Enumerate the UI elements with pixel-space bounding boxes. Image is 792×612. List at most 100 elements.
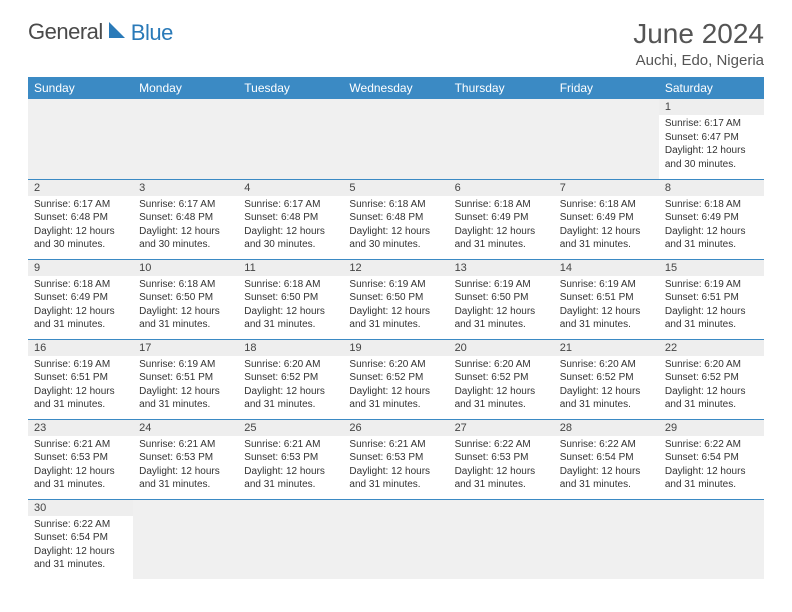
- day-number: 8: [659, 180, 764, 196]
- calendar-cell: 9Sunrise: 6:18 AMSunset: 6:49 PMDaylight…: [28, 259, 133, 339]
- day-number: 21: [554, 340, 659, 356]
- daylight-line: Daylight: 12 hours and 31 minutes.: [34, 305, 127, 332]
- day-number: 9: [28, 260, 133, 276]
- daylight-line: Daylight: 12 hours and 31 minutes.: [34, 465, 127, 492]
- sunrise-line: Sunrise: 6:22 AM: [665, 438, 758, 452]
- sunrise-line: Sunrise: 6:18 AM: [560, 198, 653, 212]
- sunrise-line: Sunrise: 6:19 AM: [560, 278, 653, 292]
- daylight-line: Daylight: 12 hours and 31 minutes.: [244, 385, 337, 412]
- sunset-line: Sunset: 6:54 PM: [665, 451, 758, 465]
- weekday-header: Sunday: [28, 77, 133, 99]
- sunrise-line: Sunrise: 6:22 AM: [455, 438, 548, 452]
- sunrise-line: Sunrise: 6:17 AM: [139, 198, 232, 212]
- day-number: 12: [343, 260, 448, 276]
- calendar-cell: [343, 99, 448, 179]
- calendar-cell: 7Sunrise: 6:18 AMSunset: 6:49 PMDaylight…: [554, 179, 659, 259]
- sunset-line: Sunset: 6:54 PM: [560, 451, 653, 465]
- calendar-cell: 1Sunrise: 6:17 AMSunset: 6:47 PMDaylight…: [659, 99, 764, 179]
- sunset-line: Sunset: 6:50 PM: [139, 291, 232, 305]
- sunrise-line: Sunrise: 6:21 AM: [34, 438, 127, 452]
- calendar-cell: 22Sunrise: 6:20 AMSunset: 6:52 PMDayligh…: [659, 339, 764, 419]
- sunset-line: Sunset: 6:51 PM: [34, 371, 127, 385]
- daylight-line: Daylight: 12 hours and 31 minutes.: [665, 465, 758, 492]
- day-details: Sunrise: 6:19 AMSunset: 6:51 PMDaylight:…: [659, 276, 764, 336]
- sunrise-line: Sunrise: 6:20 AM: [665, 358, 758, 372]
- day-number: 13: [449, 260, 554, 276]
- sunset-line: Sunset: 6:49 PM: [455, 211, 548, 225]
- title-block: June 2024 Auchi, Edo, Nigeria: [633, 18, 764, 69]
- day-number: 28: [554, 420, 659, 436]
- calendar-cell: 2Sunrise: 6:17 AMSunset: 6:48 PMDaylight…: [28, 179, 133, 259]
- sunrise-line: Sunrise: 6:17 AM: [34, 198, 127, 212]
- daylight-line: Daylight: 12 hours and 30 minutes.: [244, 225, 337, 252]
- sunrise-line: Sunrise: 6:21 AM: [244, 438, 337, 452]
- calendar-row: 2Sunrise: 6:17 AMSunset: 6:48 PMDaylight…: [28, 179, 764, 259]
- calendar-cell: 4Sunrise: 6:17 AMSunset: 6:48 PMDaylight…: [238, 179, 343, 259]
- day-number: 20: [449, 340, 554, 356]
- calendar-page: General Blue June 2024 Auchi, Edo, Niger…: [0, 0, 792, 597]
- calendar-cell: 20Sunrise: 6:20 AMSunset: 6:52 PMDayligh…: [449, 339, 554, 419]
- day-details: Sunrise: 6:22 AMSunset: 6:54 PMDaylight:…: [659, 436, 764, 496]
- sunrise-line: Sunrise: 6:20 AM: [560, 358, 653, 372]
- sunset-line: Sunset: 6:49 PM: [665, 211, 758, 225]
- calendar-cell: 13Sunrise: 6:19 AMSunset: 6:50 PMDayligh…: [449, 259, 554, 339]
- day-details: Sunrise: 6:17 AMSunset: 6:48 PMDaylight:…: [238, 196, 343, 256]
- day-number: 11: [238, 260, 343, 276]
- sunrise-line: Sunrise: 6:20 AM: [244, 358, 337, 372]
- daylight-line: Daylight: 12 hours and 30 minutes.: [349, 225, 442, 252]
- sunrise-line: Sunrise: 6:17 AM: [244, 198, 337, 212]
- sunrise-line: Sunrise: 6:19 AM: [665, 278, 758, 292]
- daylight-line: Daylight: 12 hours and 31 minutes.: [455, 385, 548, 412]
- daylight-line: Daylight: 12 hours and 31 minutes.: [455, 305, 548, 332]
- day-details: Sunrise: 6:18 AMSunset: 6:50 PMDaylight:…: [238, 276, 343, 336]
- daylight-line: Daylight: 12 hours and 31 minutes.: [560, 385, 653, 412]
- sunrise-line: Sunrise: 6:22 AM: [560, 438, 653, 452]
- calendar-cell: [238, 499, 343, 579]
- sunset-line: Sunset: 6:53 PM: [244, 451, 337, 465]
- sunset-line: Sunset: 6:54 PM: [34, 531, 127, 545]
- day-number: 7: [554, 180, 659, 196]
- day-details: Sunrise: 6:20 AMSunset: 6:52 PMDaylight:…: [554, 356, 659, 416]
- day-number: 10: [133, 260, 238, 276]
- daylight-line: Daylight: 12 hours and 31 minutes.: [244, 465, 337, 492]
- calendar-cell: 16Sunrise: 6:19 AMSunset: 6:51 PMDayligh…: [28, 339, 133, 419]
- sunrise-line: Sunrise: 6:18 AM: [139, 278, 232, 292]
- weekday-header: Monday: [133, 77, 238, 99]
- calendar-cell: 24Sunrise: 6:21 AMSunset: 6:53 PMDayligh…: [133, 419, 238, 499]
- day-number: 1: [659, 99, 764, 115]
- day-details: Sunrise: 6:22 AMSunset: 6:54 PMDaylight:…: [28, 516, 133, 576]
- location-text: Auchi, Edo, Nigeria: [633, 52, 764, 69]
- day-details: Sunrise: 6:21 AMSunset: 6:53 PMDaylight:…: [133, 436, 238, 496]
- calendar-cell: 14Sunrise: 6:19 AMSunset: 6:51 PMDayligh…: [554, 259, 659, 339]
- weekday-header: Saturday: [659, 77, 764, 99]
- calendar-cell: 3Sunrise: 6:17 AMSunset: 6:48 PMDaylight…: [133, 179, 238, 259]
- calendar-cell: 18Sunrise: 6:20 AMSunset: 6:52 PMDayligh…: [238, 339, 343, 419]
- calendar-row: 30Sunrise: 6:22 AMSunset: 6:54 PMDayligh…: [28, 499, 764, 579]
- daylight-line: Daylight: 12 hours and 30 minutes.: [139, 225, 232, 252]
- calendar-cell: [449, 499, 554, 579]
- day-details: Sunrise: 6:19 AMSunset: 6:51 PMDaylight:…: [133, 356, 238, 416]
- day-number: 3: [133, 180, 238, 196]
- sunset-line: Sunset: 6:52 PM: [560, 371, 653, 385]
- day-details: Sunrise: 6:20 AMSunset: 6:52 PMDaylight:…: [449, 356, 554, 416]
- calendar-cell: [343, 499, 448, 579]
- day-details: Sunrise: 6:18 AMSunset: 6:48 PMDaylight:…: [343, 196, 448, 256]
- weekday-header: Wednesday: [343, 77, 448, 99]
- day-number: 23: [28, 420, 133, 436]
- brand-text-part2: Blue: [131, 20, 173, 45]
- day-details: Sunrise: 6:20 AMSunset: 6:52 PMDaylight:…: [238, 356, 343, 416]
- daylight-line: Daylight: 12 hours and 31 minutes.: [349, 305, 442, 332]
- daylight-line: Daylight: 12 hours and 31 minutes.: [139, 305, 232, 332]
- daylight-line: Daylight: 12 hours and 31 minutes.: [665, 385, 758, 412]
- sunrise-line: Sunrise: 6:22 AM: [34, 518, 127, 532]
- sunset-line: Sunset: 6:52 PM: [349, 371, 442, 385]
- sunset-line: Sunset: 6:53 PM: [139, 451, 232, 465]
- day-details: Sunrise: 6:19 AMSunset: 6:50 PMDaylight:…: [449, 276, 554, 336]
- calendar-cell: [659, 499, 764, 579]
- sunrise-line: Sunrise: 6:19 AM: [349, 278, 442, 292]
- sunrise-line: Sunrise: 6:18 AM: [349, 198, 442, 212]
- day-details: Sunrise: 6:18 AMSunset: 6:49 PMDaylight:…: [449, 196, 554, 256]
- daylight-line: Daylight: 12 hours and 31 minutes.: [560, 465, 653, 492]
- calendar-cell: [554, 99, 659, 179]
- calendar-cell: [554, 499, 659, 579]
